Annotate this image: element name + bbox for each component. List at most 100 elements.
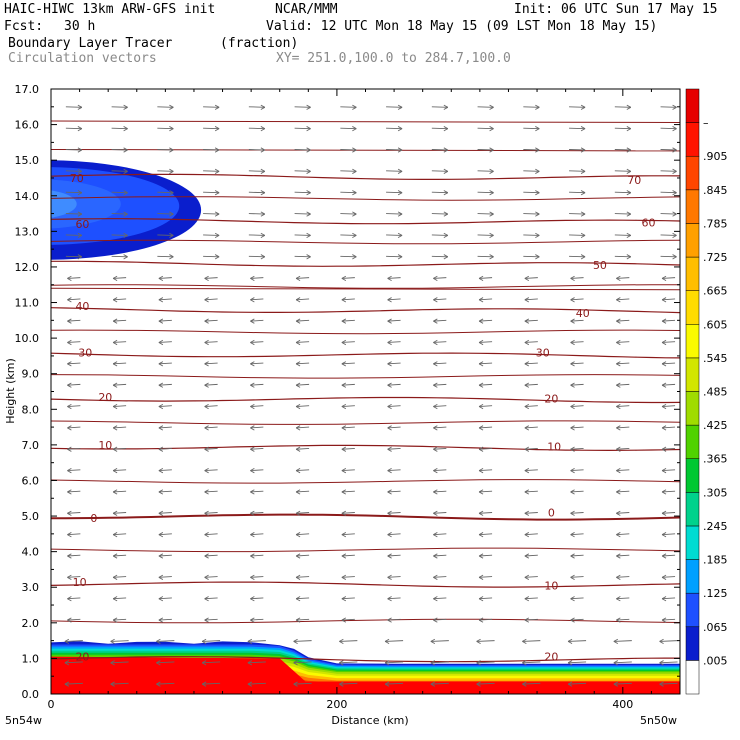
y-tick-label: 6.0 [22, 474, 40, 487]
vector-head [250, 617, 255, 623]
model-title: HAIC-HIWC 13km ARW-GFS init [4, 2, 216, 17]
vector-head [250, 361, 255, 367]
vector-shaft [204, 618, 218, 621]
vector-head [613, 660, 619, 666]
vector-head [659, 638, 664, 645]
contour-line-minor [51, 479, 680, 484]
vector-head [64, 681, 70, 687]
vector-head [433, 403, 438, 410]
vector-head [478, 403, 484, 410]
vector-head [295, 553, 301, 559]
vector-head [67, 467, 72, 474]
vector-shaft [156, 640, 175, 642]
vector-shaft [433, 362, 447, 365]
vector-head [661, 574, 667, 580]
vector-shaft [479, 298, 493, 301]
vector-head [661, 403, 667, 410]
vector-head [570, 318, 575, 324]
vector-head [672, 211, 677, 217]
vector-head [387, 553, 392, 559]
contour-label: 60 [642, 216, 656, 229]
vector-head [341, 532, 347, 538]
vector-shaft [386, 255, 403, 258]
vector-shaft [157, 127, 174, 130]
vector-shaft [339, 640, 358, 642]
contour-label: 70 [627, 174, 641, 187]
vector-head [169, 168, 174, 174]
vector-head [341, 467, 347, 474]
vector-shaft [341, 490, 355, 493]
vector-head [352, 254, 357, 260]
vector-shaft [113, 362, 127, 365]
vector-shaft [476, 682, 495, 685]
x-axis: 0 200 400 [48, 89, 652, 711]
vector-shaft [660, 106, 677, 108]
vector-shaft [570, 341, 584, 343]
vector-head [341, 574, 347, 580]
vector-shaft [433, 618, 447, 621]
vector-shaft [250, 362, 264, 365]
vector-head [156, 660, 161, 666]
temperature-contours: 70 70 60 60 50 40 40 30 30 20 20 10 10 0 0 10 10 20 20 [51, 120, 680, 664]
vector-shaft [660, 234, 677, 236]
vector-head [672, 104, 677, 110]
vector-shaft [157, 234, 174, 236]
vector-head [433, 361, 438, 367]
y-axis: 0.0 1.0 2.0 3.0 4.0 5.0 6.0 7.0 8.0 9.0 10.0 11.0 12… [15, 83, 680, 701]
vector-shaft [158, 512, 172, 514]
vector-shaft [202, 640, 221, 642]
vector-shaft [662, 426, 676, 429]
vector-head [524, 318, 530, 324]
colorbar-swatch [685, 290, 700, 325]
vector-head [522, 660, 527, 666]
vector-shaft [113, 277, 127, 279]
vector-head [204, 297, 209, 303]
vector-shaft [250, 554, 264, 557]
vector-shaft [67, 405, 81, 407]
vector-shaft [341, 618, 355, 621]
colorbar: .005 .065 .125 .185 .245 .305 .365 .425 .485 .545… [685, 88, 728, 695]
vector-head [616, 361, 621, 367]
contour-label: 10 [98, 439, 112, 452]
colorbar-label: .065 [703, 621, 728, 634]
vector-head [112, 446, 118, 452]
vector-shaft [248, 191, 265, 194]
vector-head [478, 382, 484, 388]
vector-head [613, 681, 619, 687]
vector-shaft [294, 234, 311, 236]
vector-head [433, 617, 438, 623]
vector-head [158, 446, 164, 452]
valid-time: Valid: 12 UTC Mon 18 May 15 (09 LST Mon … [266, 19, 658, 34]
vector-head [156, 681, 161, 687]
vector-shaft [659, 661, 678, 664]
vector-shaft [248, 170, 265, 172]
vector-shaft [203, 255, 220, 258]
vector-head [214, 147, 220, 153]
vector-shaft [477, 191, 494, 194]
vector-shaft [568, 661, 587, 664]
vector-shaft [296, 426, 310, 429]
vector-head [433, 467, 438, 474]
vector-head [489, 232, 494, 239]
vector-head [433, 318, 438, 324]
vector-shaft [250, 341, 264, 343]
vector-head [672, 168, 677, 174]
vector-shaft [613, 640, 632, 642]
x-tick-label: 400 [612, 698, 633, 711]
vector-head [250, 467, 255, 474]
vector-head [535, 190, 540, 196]
vector-shaft [296, 618, 310, 621]
forecast-label: Fcst: [4, 19, 44, 34]
vector-shaft [113, 576, 127, 578]
vector-head [77, 232, 83, 239]
vector-shaft [616, 298, 630, 301]
vector-shaft [113, 447, 127, 450]
vector-head [295, 574, 301, 580]
vector-shaft [111, 255, 128, 258]
vector-head [478, 510, 484, 516]
vector-shaft [616, 576, 630, 578]
vector-head [443, 211, 449, 217]
vector-shaft [158, 576, 172, 578]
vector-shaft [111, 213, 128, 215]
vector-head [67, 446, 72, 452]
